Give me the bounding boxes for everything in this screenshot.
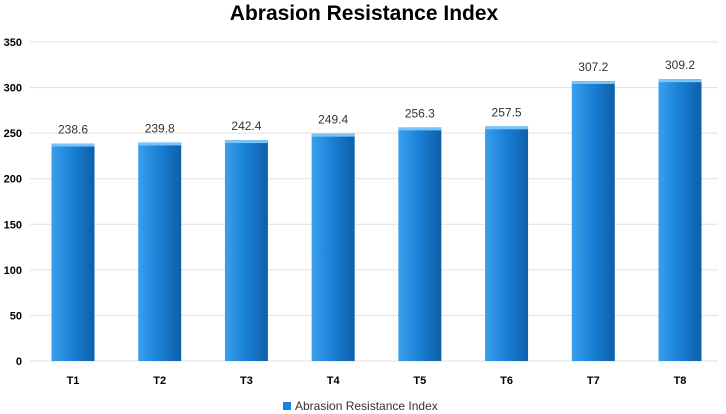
data-labels: 238.6 239.8 242.4 249.4 256.3 257.5 307.2 309.2 bbox=[58, 58, 695, 136]
bar-cap-t6 bbox=[485, 126, 529, 130]
bars bbox=[51, 79, 702, 362]
y-tick-label: 150 bbox=[4, 219, 22, 231]
bar-cap-t1 bbox=[51, 143, 95, 147]
data-label-t1: 238.6 bbox=[58, 123, 88, 137]
y-tick-label: 200 bbox=[4, 174, 22, 186]
data-label-t4: 249.4 bbox=[318, 113, 348, 127]
y-tick-label: 50 bbox=[10, 310, 22, 322]
gridlines bbox=[30, 41, 718, 362]
x-tick-label-t8: T8 bbox=[674, 375, 687, 387]
bar-t8 bbox=[658, 79, 702, 362]
data-label-t7: 307.2 bbox=[578, 60, 608, 74]
bar-cap-t5 bbox=[398, 127, 442, 131]
y-tick-label: 0 bbox=[16, 356, 22, 368]
bar-t4 bbox=[311, 133, 355, 361]
y-tick-label: 100 bbox=[4, 265, 22, 277]
x-tick-label-t4: T4 bbox=[327, 375, 341, 387]
data-label-t8: 309.2 bbox=[665, 58, 695, 72]
bar-cap-t4 bbox=[311, 133, 355, 137]
chart-title: Abrasion Resistance Index bbox=[230, 2, 499, 25]
x-tick-label-t3: T3 bbox=[240, 375, 253, 387]
data-label-t3: 242.4 bbox=[231, 119, 261, 133]
bar-t5 bbox=[398, 127, 442, 362]
legend: Abrasion Resistance Index bbox=[283, 399, 438, 413]
bar-cap-t7 bbox=[571, 81, 615, 85]
y-axis-ticks: 0 50 100 150 200 250 300 350 bbox=[4, 37, 22, 368]
legend-label: Abrasion Resistance Index bbox=[295, 399, 438, 413]
bar-t6 bbox=[485, 126, 529, 361]
x-tick-label-t7: T7 bbox=[587, 375, 600, 387]
legend-swatch bbox=[283, 402, 291, 410]
x-tick-label-t5: T5 bbox=[413, 375, 426, 387]
data-label-t2: 239.8 bbox=[145, 121, 175, 135]
x-tick-label-t6: T6 bbox=[500, 375, 513, 387]
x-axis-ticks: T1 T2 T3 T4 T5 T6 T7 T8 bbox=[67, 375, 687, 387]
bar-cap-t3 bbox=[224, 140, 268, 144]
y-tick-label: 300 bbox=[4, 83, 22, 95]
x-tick-label-t2: T2 bbox=[153, 375, 166, 387]
bar-cap-t8 bbox=[658, 79, 702, 83]
bar-t1 bbox=[51, 143, 95, 361]
y-tick-label: 350 bbox=[4, 37, 22, 49]
y-tick-label: 250 bbox=[4, 128, 22, 140]
bar-t7 bbox=[571, 81, 615, 361]
data-label-t5: 256.3 bbox=[405, 106, 435, 120]
bar-t3 bbox=[224, 140, 268, 361]
x-tick-label-t1: T1 bbox=[67, 375, 80, 387]
bar-cap-t2 bbox=[138, 142, 182, 146]
bar-t2 bbox=[138, 142, 182, 361]
data-label-t6: 257.5 bbox=[492, 105, 522, 119]
